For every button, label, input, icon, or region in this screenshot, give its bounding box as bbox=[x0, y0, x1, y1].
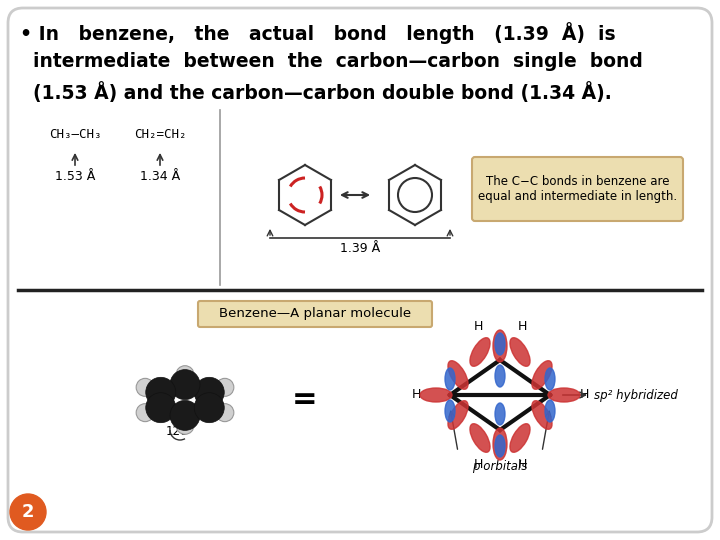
Ellipse shape bbox=[510, 338, 530, 366]
Text: 120°: 120° bbox=[166, 425, 194, 438]
Ellipse shape bbox=[532, 361, 552, 389]
Ellipse shape bbox=[493, 428, 507, 460]
Text: H: H bbox=[517, 457, 527, 470]
Circle shape bbox=[194, 393, 224, 423]
Ellipse shape bbox=[495, 403, 505, 425]
Circle shape bbox=[145, 393, 176, 423]
Ellipse shape bbox=[545, 400, 555, 422]
Ellipse shape bbox=[495, 435, 505, 457]
Text: The C−C bonds in benzene are
equal and intermediate in length.: The C−C bonds in benzene are equal and i… bbox=[478, 175, 677, 203]
FancyBboxPatch shape bbox=[198, 301, 432, 327]
Text: (1.53 Å) and the carbon—carbon double bond (1.34 Å).: (1.53 Å) and the carbon—carbon double bo… bbox=[20, 82, 612, 103]
Text: CH₃—CH₃: CH₃—CH₃ bbox=[49, 128, 102, 141]
FancyBboxPatch shape bbox=[472, 157, 683, 221]
Ellipse shape bbox=[548, 388, 580, 402]
Ellipse shape bbox=[445, 368, 455, 390]
Text: p orbitals: p orbitals bbox=[472, 460, 528, 473]
Text: H: H bbox=[473, 457, 482, 470]
Circle shape bbox=[170, 369, 200, 400]
Circle shape bbox=[216, 404, 234, 422]
Text: H: H bbox=[411, 388, 420, 402]
Ellipse shape bbox=[448, 361, 468, 389]
Circle shape bbox=[145, 377, 176, 407]
Ellipse shape bbox=[445, 400, 455, 422]
Ellipse shape bbox=[510, 424, 530, 453]
Ellipse shape bbox=[470, 424, 490, 453]
Text: 1.34 Å: 1.34 Å bbox=[140, 170, 180, 183]
Circle shape bbox=[10, 494, 46, 530]
FancyBboxPatch shape bbox=[8, 8, 712, 532]
Ellipse shape bbox=[495, 365, 505, 387]
Text: 1.53 Å: 1.53 Å bbox=[55, 170, 95, 183]
Circle shape bbox=[194, 377, 224, 407]
Text: =: = bbox=[292, 386, 318, 415]
Text: 2: 2 bbox=[22, 503, 35, 521]
Circle shape bbox=[136, 379, 154, 396]
Ellipse shape bbox=[495, 333, 505, 355]
Ellipse shape bbox=[545, 368, 555, 390]
Ellipse shape bbox=[420, 388, 452, 402]
Ellipse shape bbox=[470, 338, 490, 366]
Text: CH₂=CH₂: CH₂=CH₂ bbox=[134, 128, 186, 141]
Text: • In   benzene,   the   actual   bond   length   (1.39  Å)  is: • In benzene, the actual bond length (1.… bbox=[20, 22, 616, 44]
Text: intermediate  between  the  carbon—carbon  single  bond: intermediate between the carbon—carbon s… bbox=[20, 52, 643, 71]
Text: H: H bbox=[517, 320, 527, 333]
Ellipse shape bbox=[448, 401, 468, 429]
Circle shape bbox=[216, 379, 234, 396]
Ellipse shape bbox=[532, 401, 552, 429]
Ellipse shape bbox=[493, 330, 507, 362]
Circle shape bbox=[170, 400, 200, 430]
Text: H: H bbox=[473, 320, 482, 333]
Circle shape bbox=[136, 404, 154, 422]
Circle shape bbox=[176, 366, 194, 384]
Text: sp² hybridized: sp² hybridized bbox=[594, 388, 678, 402]
Circle shape bbox=[176, 416, 194, 434]
Text: Benzene—A planar molecule: Benzene—A planar molecule bbox=[219, 307, 411, 321]
Text: 1.39 Å: 1.39 Å bbox=[340, 242, 380, 255]
Text: H: H bbox=[580, 388, 589, 402]
